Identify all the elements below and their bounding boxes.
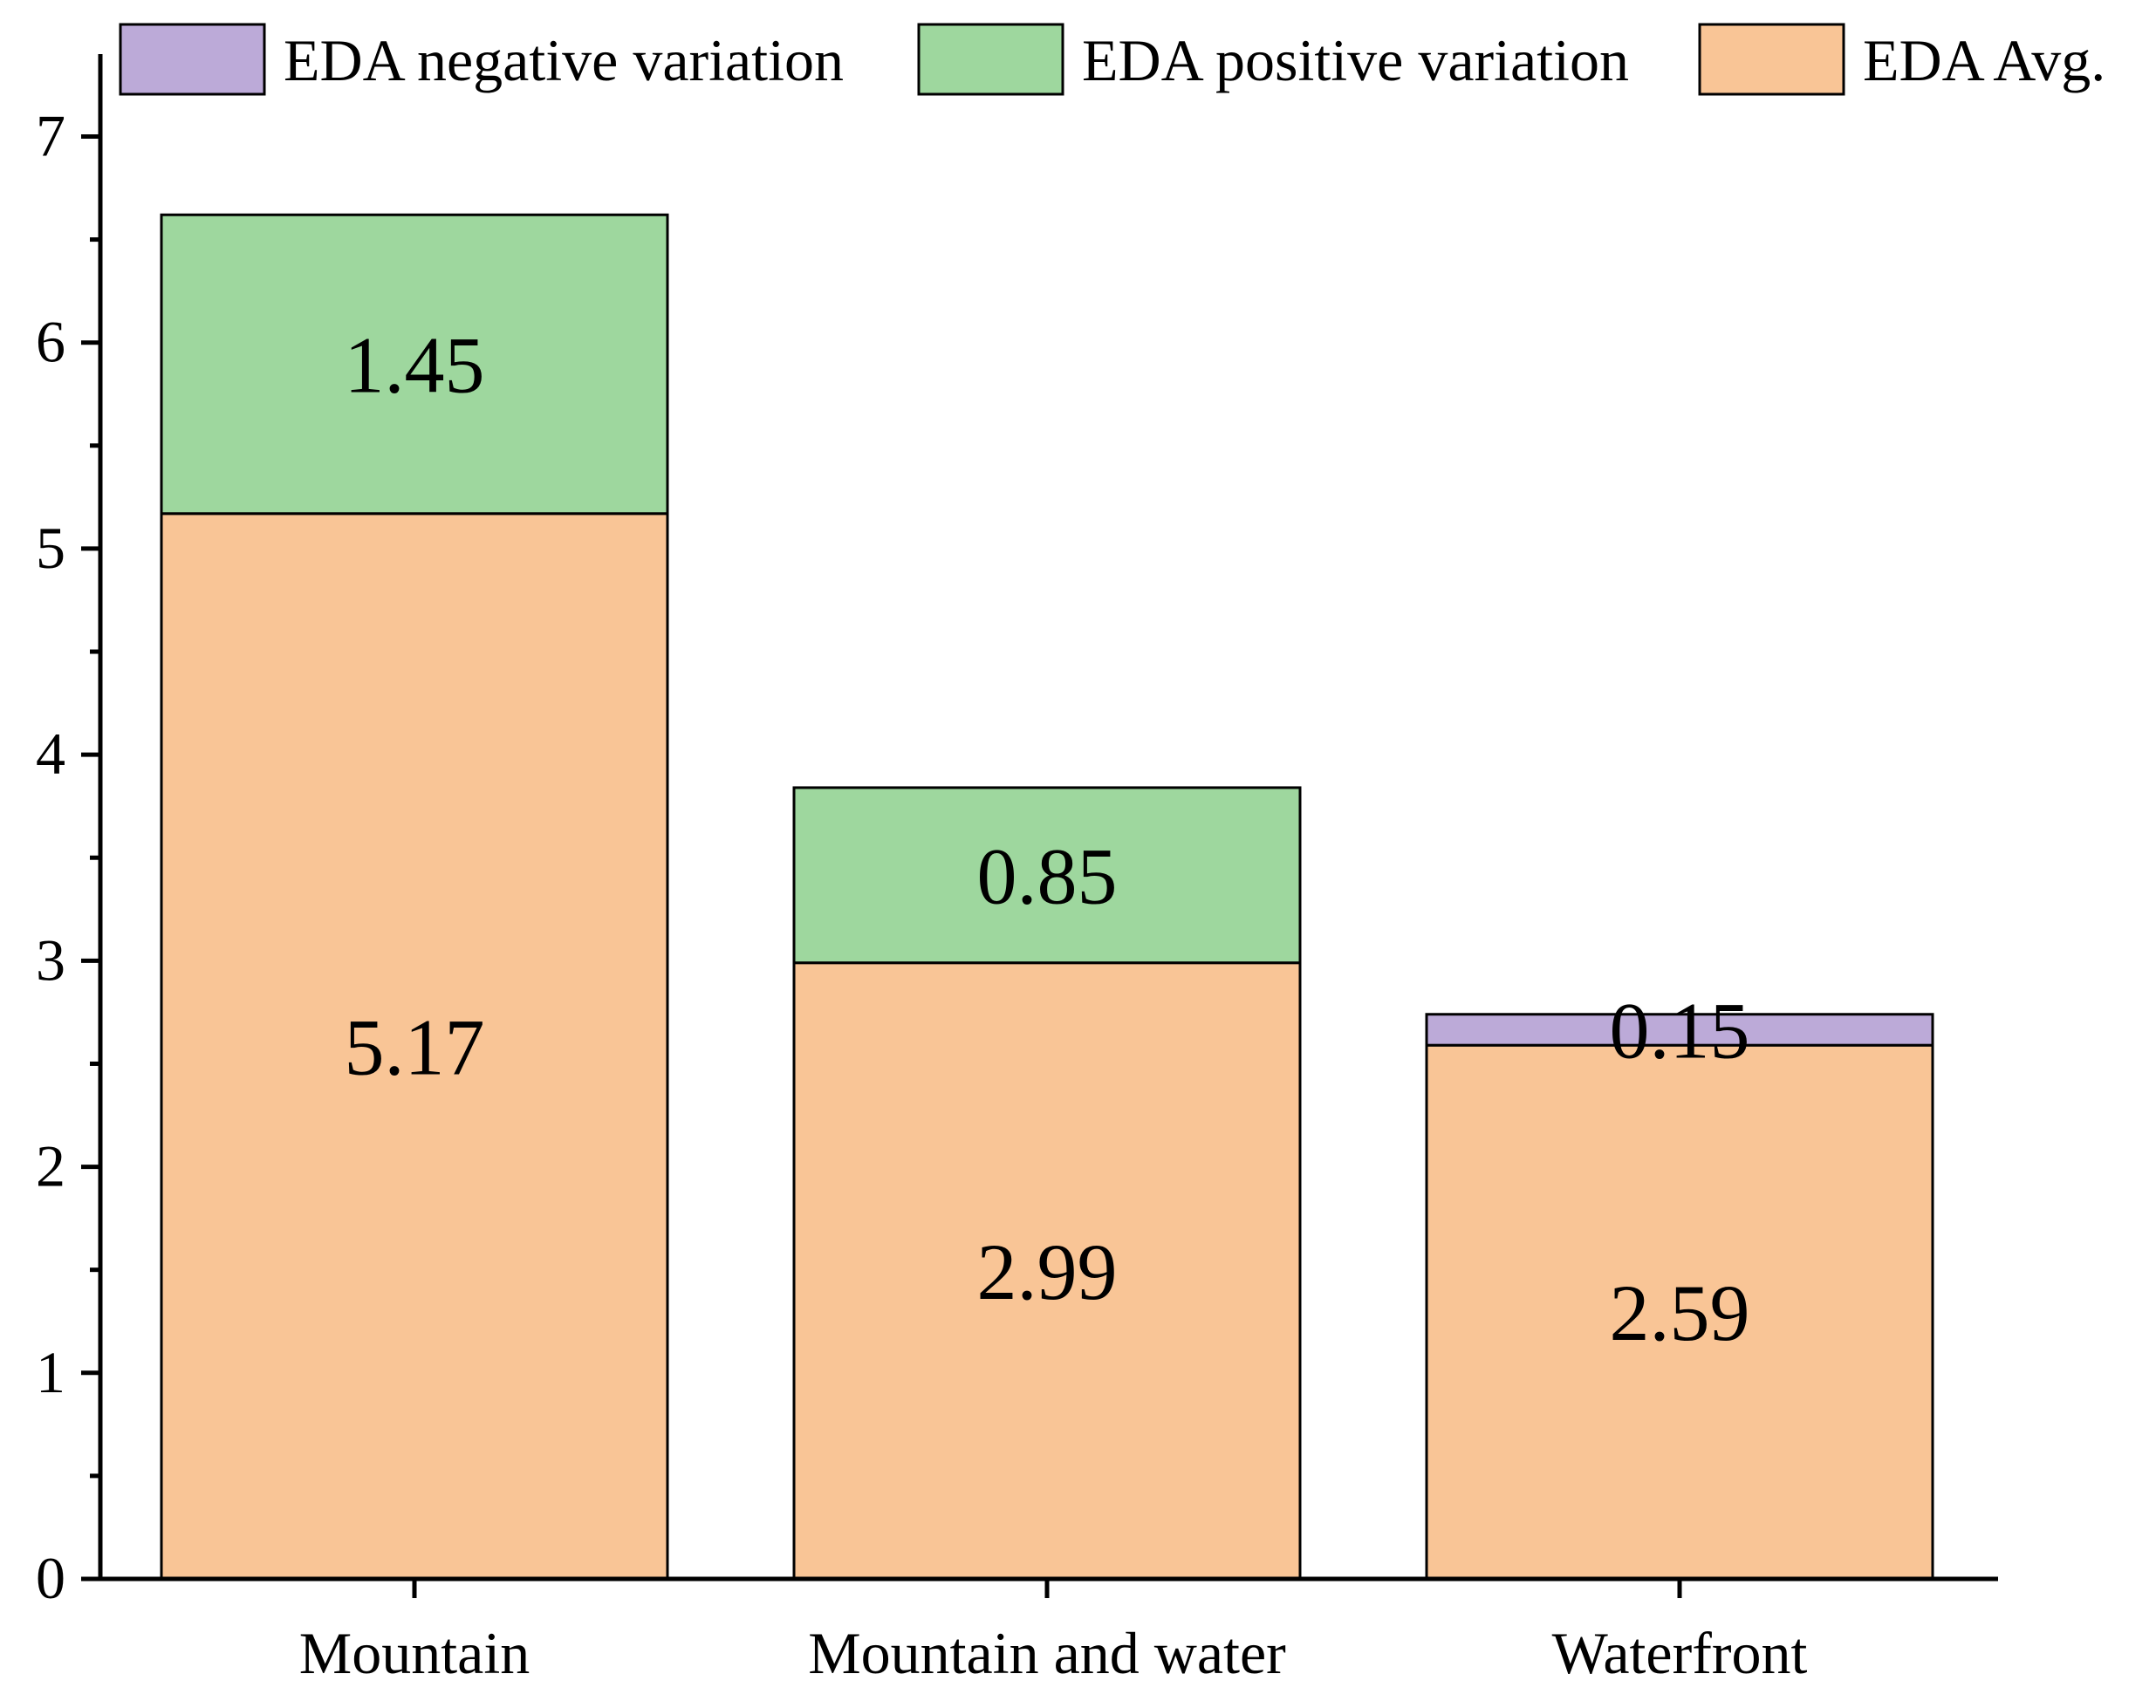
axes-group: 0 1 2 3 4 5 6 7 Mountain Mountain and water Waterf… (36, 54, 1998, 1686)
data-label-waterfront-eda-avg: 2.59 (1610, 1268, 1750, 1357)
bar-mountain-and-water-eda-positive-variation (792, 786, 1302, 965)
y-tick-label-1: 1 (36, 1339, 65, 1405)
legend-label-eda-positive-variation: EDA positive variation (1082, 27, 1629, 93)
legend: EDA negative variation EDA positive varia… (119, 23, 2105, 96)
x-tick-label-mountain-and-water: Mountain and water (808, 1620, 1286, 1686)
y-tick-label-2: 2 (36, 1133, 65, 1199)
bars-group (160, 213, 1934, 1581)
x-tick-label-waterfront: Waterfront (1552, 1620, 1808, 1686)
data-labels-group: 5.17 1.45 2.99 0.85 2.59 0.15 (345, 321, 1750, 1358)
bar-mountain-eda-avg (160, 512, 669, 1581)
legend-swatch-eda-negative-variation (119, 23, 266, 96)
legend-label-eda-avg: EDA Avg. (1863, 27, 2105, 93)
legend-swatch-eda-avg (1698, 23, 1845, 96)
bar-mountain-eda-positive-variation (160, 213, 669, 516)
legend-label-eda-negative-variation: EDA negative variation (284, 27, 844, 93)
data-label-mountain-and-water-eda-avg: 2.99 (977, 1227, 1118, 1316)
y-tick-label-0: 0 (36, 1545, 65, 1611)
data-label-mountain-eda-positive-variation: 1.45 (345, 321, 485, 410)
y-tick-label-6: 6 (36, 309, 65, 375)
bar-waterfront-eda-negative-variation (1425, 1013, 1934, 1047)
y-tick-label-3: 3 (36, 926, 65, 993)
y-tick-label-7: 7 (36, 102, 65, 168)
legend-swatch-eda-positive-variation (917, 23, 1064, 96)
x-tick-label-mountain: Mountain (299, 1620, 530, 1686)
y-tick-label-4: 4 (36, 721, 65, 787)
data-label-waterfront-eda-negative-variation: 0.15 (1610, 986, 1750, 1075)
y-tick-label-5: 5 (36, 515, 65, 581)
bar-waterfront-eda-avg (1425, 1043, 1934, 1581)
data-label-mountain-and-water-eda-positive-variation: 0.85 (977, 831, 1118, 920)
data-label-mountain-eda-avg: 5.17 (345, 1002, 485, 1091)
